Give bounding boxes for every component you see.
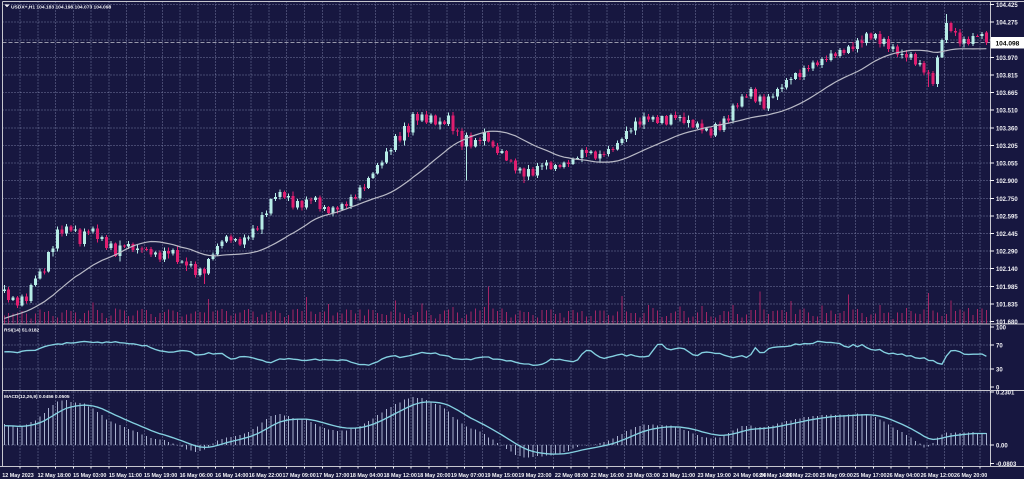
svg-text:17 May 17:00: 17 May 17:00 xyxy=(316,473,349,479)
svg-text:16 May 14:00: 16 May 14:00 xyxy=(215,473,248,479)
svg-text:70: 70 xyxy=(996,344,1003,350)
svg-text:102.595: 102.595 xyxy=(996,214,1018,220)
svg-text:15 May 03:00: 15 May 03:00 xyxy=(73,473,106,479)
svg-text:100: 100 xyxy=(996,326,1007,332)
svg-text:19 May 23:00: 19 May 23:00 xyxy=(518,473,551,479)
svg-text:17 May 09:00: 17 May 09:00 xyxy=(282,473,315,479)
svg-text:MACD(12,26,9) 0.0456 0.0505: MACD(12,26,9) 0.0456 0.0505 xyxy=(4,394,70,400)
svg-text:103.510: 103.510 xyxy=(996,109,1018,115)
svg-text:26 May 04:00: 26 May 04:00 xyxy=(887,473,920,479)
svg-text:104.098: 104.098 xyxy=(996,41,1020,48)
svg-text:12 May 2023: 12 May 2023 xyxy=(2,473,33,479)
svg-text:23 May 11:00: 23 May 11:00 xyxy=(662,473,695,479)
svg-text:24 May 06:00: 24 May 06:00 xyxy=(733,473,766,479)
svg-text:16 May 06:00: 16 May 06:00 xyxy=(180,473,213,479)
svg-text:22 May 08:00: 22 May 08:00 xyxy=(555,473,588,479)
svg-text:USDX+,H1 104.183 104.198 104.0: USDX+,H1 104.183 104.198 104.073 104.098 xyxy=(11,5,111,11)
svg-text:101.985: 101.985 xyxy=(996,285,1018,291)
svg-text:103.055: 103.055 xyxy=(996,162,1018,168)
svg-text:103.815: 103.815 xyxy=(996,74,1018,80)
svg-text:12 May 18:00: 12 May 18:00 xyxy=(38,473,71,479)
svg-text:103.205: 103.205 xyxy=(996,144,1018,150)
svg-text:104.425: 104.425 xyxy=(996,3,1018,9)
svg-text:24 May 22:00: 24 May 22:00 xyxy=(785,473,818,479)
svg-text:102.140: 102.140 xyxy=(996,267,1018,273)
svg-text:102.900: 102.900 xyxy=(996,179,1018,185)
svg-text:15 May 19:00: 15 May 19:00 xyxy=(144,473,177,479)
svg-text:103.970: 103.970 xyxy=(996,56,1018,62)
svg-text:0.2301: 0.2301 xyxy=(996,391,1015,397)
svg-text:18 May 20:00: 18 May 20:00 xyxy=(417,473,450,479)
svg-text:101.680: 101.680 xyxy=(996,320,1018,326)
svg-text:101.835: 101.835 xyxy=(996,302,1018,308)
svg-text:26 May 20:00: 26 May 20:00 xyxy=(954,473,987,479)
svg-text:0.00: 0.00 xyxy=(996,443,1008,449)
svg-text:24 May 14:00: 24 May 14:00 xyxy=(759,473,792,479)
svg-text:103.665: 103.665 xyxy=(996,91,1018,97)
svg-text:18 May 04:00: 18 May 04:00 xyxy=(350,473,383,479)
svg-text:RSI(14) 51.0182: RSI(14) 51.0182 xyxy=(4,328,40,334)
svg-text:16 May 22:00: 16 May 22:00 xyxy=(249,473,282,479)
svg-text:19 May 15:00: 19 May 15:00 xyxy=(485,473,518,479)
svg-text:19 May 07:00: 19 May 07:00 xyxy=(451,473,484,479)
svg-text:23 May 03:00: 23 May 03:00 xyxy=(627,473,660,479)
svg-text:-0.0803: -0.0803 xyxy=(996,462,1017,468)
svg-text:103.360: 103.360 xyxy=(996,126,1018,132)
svg-text:102.750: 102.750 xyxy=(996,197,1018,203)
svg-text:22 May 16:00: 22 May 16:00 xyxy=(591,473,624,479)
svg-text:25 May 17:00: 25 May 17:00 xyxy=(853,473,886,479)
svg-text:25 May 09:00: 25 May 09:00 xyxy=(820,473,853,479)
svg-text:15 May 11:00: 15 May 11:00 xyxy=(109,473,142,479)
svg-text:30: 30 xyxy=(996,368,1003,374)
svg-text:102.290: 102.290 xyxy=(996,250,1018,256)
svg-text:102.445: 102.445 xyxy=(996,232,1018,238)
svg-text:0: 0 xyxy=(996,386,1000,392)
svg-text:18 May 12:00: 18 May 12:00 xyxy=(384,473,417,479)
svg-text:26 May 12:00: 26 May 12:00 xyxy=(921,473,954,479)
svg-text:104.275: 104.275 xyxy=(996,21,1018,27)
svg-text:23 May 19:00: 23 May 19:00 xyxy=(698,473,731,479)
